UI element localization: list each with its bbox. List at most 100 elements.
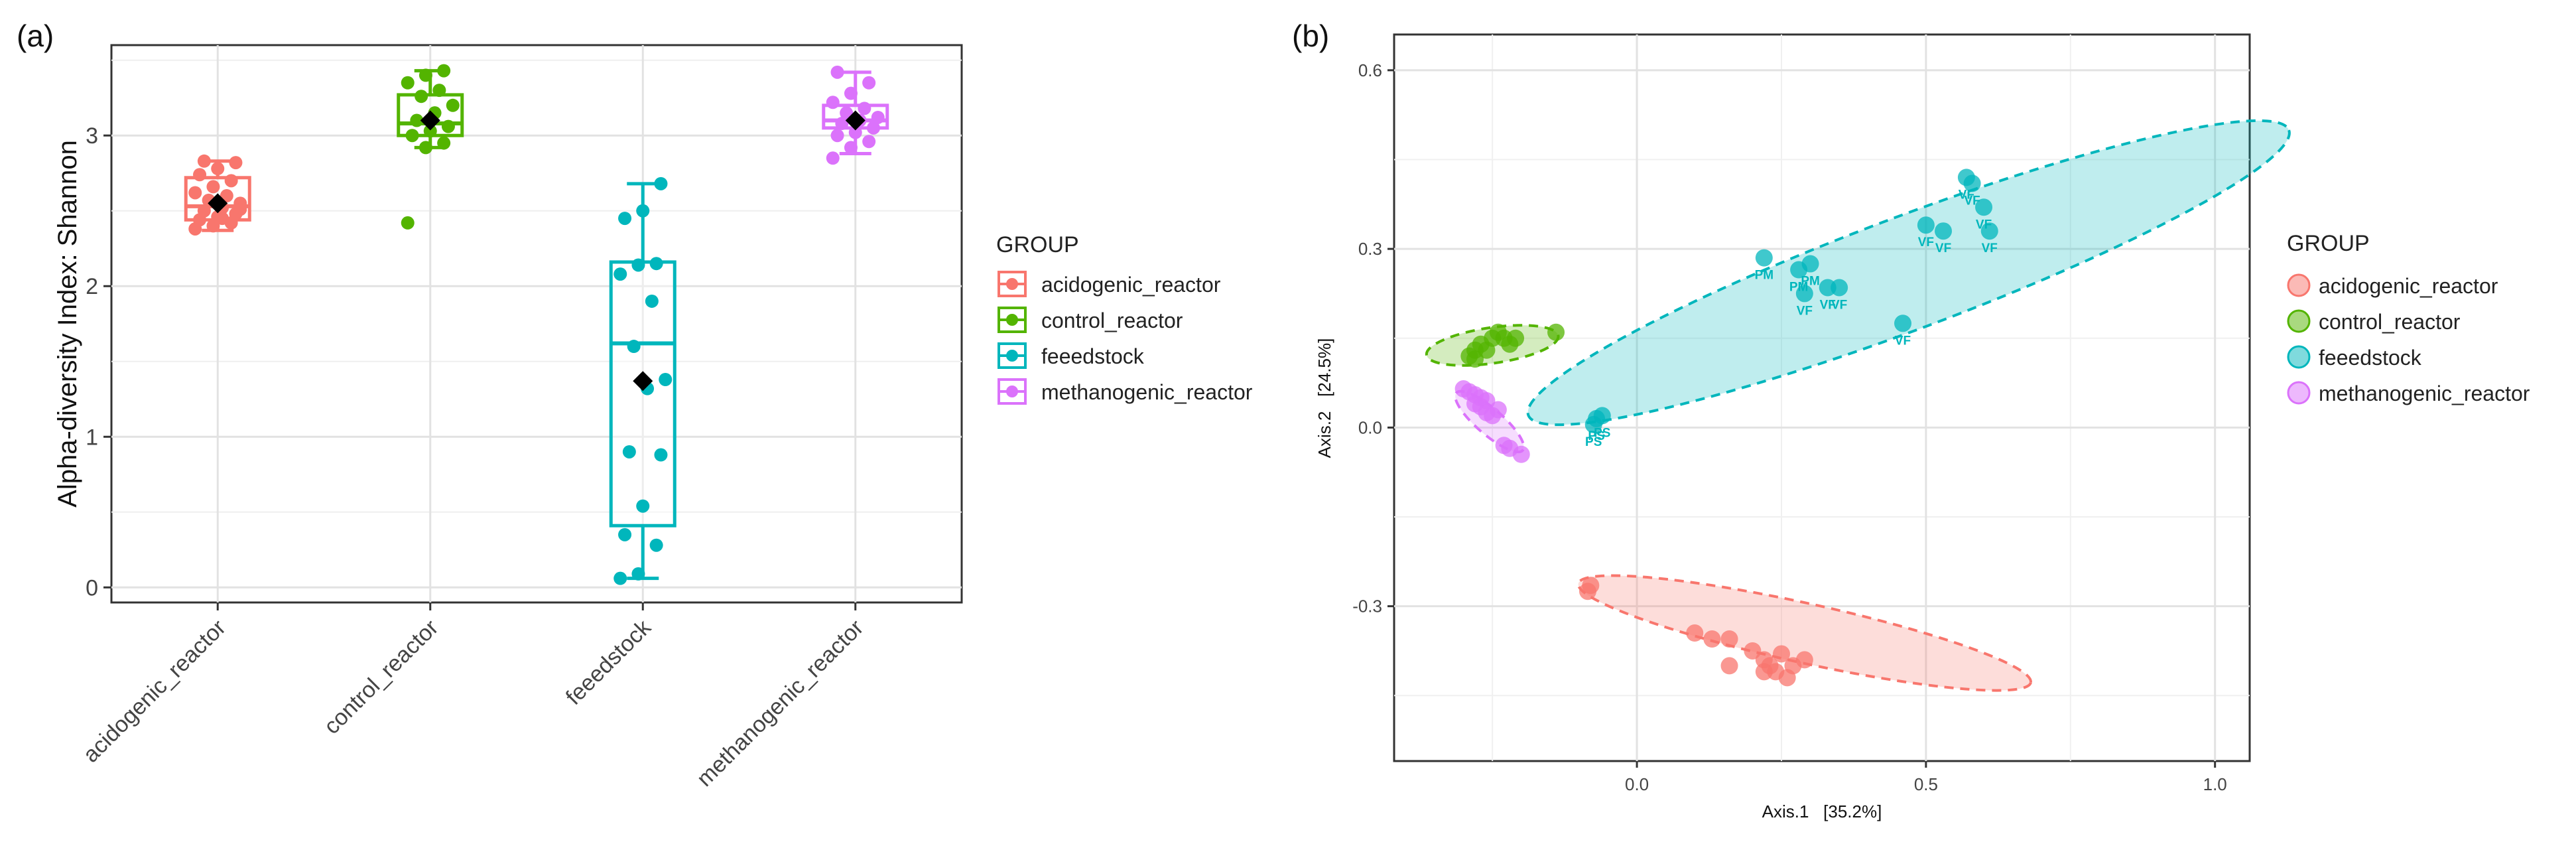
data-point (1831, 279, 1848, 297)
data-point (446, 98, 460, 112)
mean-marker (845, 110, 866, 131)
data-point (233, 202, 247, 216)
data-point (618, 212, 632, 226)
data-point (1894, 315, 1912, 332)
data-point (1720, 630, 1738, 648)
data-point (645, 294, 659, 308)
panel-b-y-axis-label: Axis.2 [24.5%] (1315, 338, 1334, 458)
legend-label: acidogenic_reactor (1041, 273, 1221, 297)
legend-label: acidogenic_reactor (2319, 274, 2498, 298)
data-point (1466, 350, 1484, 368)
panel-a-legend: GROUP acidogenic_reactor control_reactorf… (996, 232, 1253, 405)
legend-item-acidogenic_reactor: acidogenic_reactor (998, 271, 1221, 297)
data-point (1980, 222, 1998, 240)
data-point (659, 373, 673, 386)
data-point (862, 76, 876, 90)
data-point (622, 445, 636, 458)
data-point (1755, 663, 1773, 681)
y-tick-label: 0.3 (1358, 239, 1382, 259)
data-point (654, 448, 668, 462)
data-point (1547, 323, 1565, 341)
legend-label: feeedstock (2319, 346, 2422, 370)
data-point (835, 117, 849, 131)
data-point (862, 135, 876, 149)
y-tick-label: 1 (86, 425, 98, 450)
data-point (649, 538, 663, 552)
data-point (844, 86, 858, 100)
data-point (613, 571, 627, 585)
data-point (636, 204, 650, 218)
panel-a-label: (a) (17, 19, 54, 53)
data-point (826, 96, 840, 109)
legend-key-dot (2287, 381, 2311, 405)
point-label: PS (1585, 435, 1602, 449)
data-point (419, 68, 432, 82)
data-point (654, 176, 668, 190)
x-tick-label: acidogenic_reactor (78, 615, 231, 768)
legend-item-control_reactor: control_reactor (998, 307, 1183, 333)
panel-a-plot-area (110, 44, 963, 604)
panel-b-x-axis-label: Axis.1 [35.2%] (1762, 802, 1882, 821)
x-tick-label: 1.0 (2203, 774, 2227, 794)
data-point (631, 258, 645, 272)
data-point (1801, 255, 1819, 273)
data-point (1778, 669, 1796, 687)
data-point (1755, 249, 1773, 267)
data-point (1512, 445, 1530, 463)
y-tick-label: 0.0 (1358, 417, 1382, 437)
data-point (826, 151, 840, 165)
data-point (830, 65, 844, 79)
data-point (1686, 624, 1704, 642)
data-point (437, 136, 451, 150)
data-point (631, 567, 645, 581)
panel-a-legend-title: GROUP (996, 232, 1079, 257)
data-point (1975, 198, 1993, 216)
point-label: VF (1797, 304, 1813, 318)
mean-marker (208, 193, 228, 214)
legend-item-acidogenic_reactor: acidogenic_reactor (2287, 273, 2498, 298)
y-tick-label: -0.3 (1352, 596, 1382, 616)
data-point (229, 156, 243, 170)
data-point (1466, 395, 1484, 413)
mean-marker (633, 371, 653, 391)
data-point (871, 110, 885, 124)
panel-b-legend: GROUP acidogenic_reactor control_reactorf… (2287, 231, 2530, 405)
legend-key-dot (1006, 278, 1018, 290)
y-tick-label: 2 (86, 274, 98, 299)
panel-b-label: (b) (1292, 19, 1329, 53)
legend-key-dot (1006, 314, 1018, 326)
x-tick-label: 0.0 (1625, 774, 1649, 794)
data-point (618, 527, 632, 541)
legend-key-dot (1006, 386, 1018, 397)
legend-label: control_reactor (1041, 309, 1183, 332)
legend-key-dot (2287, 273, 2311, 297)
y-tick-label: 0 (86, 575, 98, 600)
box-feeedstock (609, 182, 676, 581)
data-point (866, 121, 880, 135)
legend-item-feeedstock: feeedstock (2287, 345, 2422, 370)
data-point (415, 90, 428, 104)
point-label: VF (1982, 242, 1998, 255)
data-point (1795, 285, 1813, 303)
data-point (1963, 175, 1981, 192)
x-tick-label: feeedstock (561, 614, 657, 710)
panel-b-legend-title: GROUP (2287, 231, 2370, 256)
data-point (613, 267, 627, 281)
legend-item-feeedstock: feeedstock (998, 342, 1145, 369)
data-point (1917, 216, 1935, 234)
x-tick-label: control_reactor (319, 615, 443, 739)
data-point (401, 76, 415, 90)
data-point (1584, 415, 1602, 433)
data-point (188, 186, 202, 200)
data-point (419, 141, 432, 155)
data-point (627, 340, 641, 354)
data-point (1578, 583, 1596, 600)
legend-item-methanogenic_reactor: methanogenic_reactor (998, 378, 1253, 405)
data-point (848, 125, 862, 139)
data-point (1935, 222, 1953, 240)
point-label: VF (1935, 242, 1951, 255)
data-point (844, 141, 858, 155)
data-point (830, 129, 844, 143)
legend-key-dot (2287, 345, 2311, 369)
legend-label: methanogenic_reactor (2319, 382, 2530, 405)
